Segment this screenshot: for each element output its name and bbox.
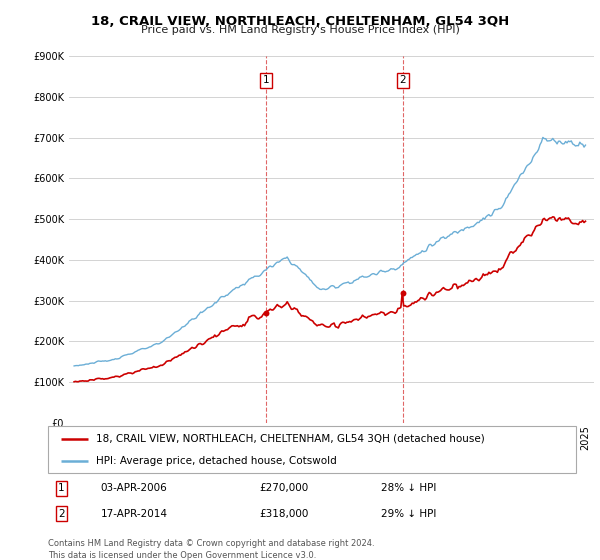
Text: 03-APR-2006: 03-APR-2006 [101, 483, 167, 493]
Text: 29% ↓ HPI: 29% ↓ HPI [380, 508, 436, 519]
Text: 17-APR-2014: 17-APR-2014 [101, 508, 168, 519]
Text: 28% ↓ HPI: 28% ↓ HPI [380, 483, 436, 493]
Text: Contains HM Land Registry data © Crown copyright and database right 2024.
This d: Contains HM Land Registry data © Crown c… [48, 539, 374, 559]
Point [261, 308, 271, 317]
Text: HPI: Average price, detached house, Cotswold: HPI: Average price, detached house, Cots… [95, 456, 336, 466]
Text: 1: 1 [58, 483, 65, 493]
Text: 1: 1 [263, 76, 269, 86]
Text: 2: 2 [58, 508, 65, 519]
Text: £270,000: £270,000 [259, 483, 308, 493]
FancyBboxPatch shape [48, 426, 576, 473]
Text: 2: 2 [400, 76, 406, 86]
Point [398, 289, 408, 298]
Text: 18, CRAIL VIEW, NORTHLEACH, CHELTENHAM, GL54 3QH (detached house): 18, CRAIL VIEW, NORTHLEACH, CHELTENHAM, … [95, 434, 484, 444]
Text: 18, CRAIL VIEW, NORTHLEACH, CHELTENHAM, GL54 3QH: 18, CRAIL VIEW, NORTHLEACH, CHELTENHAM, … [91, 15, 509, 27]
Text: £318,000: £318,000 [259, 508, 308, 519]
Text: Price paid vs. HM Land Registry's House Price Index (HPI): Price paid vs. HM Land Registry's House … [140, 25, 460, 35]
